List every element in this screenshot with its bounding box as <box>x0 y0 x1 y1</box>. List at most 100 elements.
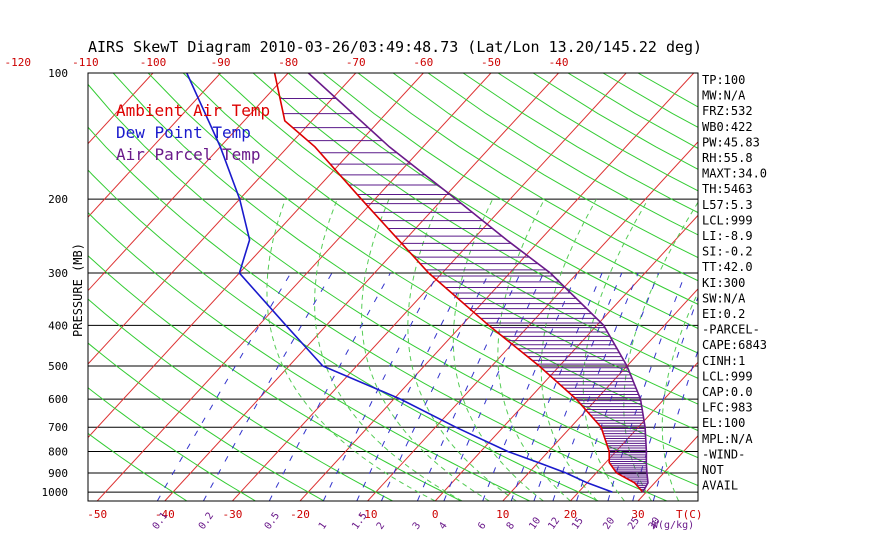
mixing-ratio-line <box>533 272 623 501</box>
series-line-3 <box>307 73 649 493</box>
index-text: LCL:999 <box>702 213 753 227</box>
index-text: TP:100 <box>702 73 745 87</box>
isotherm-line <box>164 73 559 501</box>
pressure-tick-label: 100 <box>48 67 68 80</box>
index-text: LI:-8.9 <box>702 229 753 243</box>
index-text: PW:45.83 <box>702 135 760 149</box>
top-temp-tick-label: -90 <box>211 56 231 69</box>
mixing-ratio-tick-label: 8 <box>505 520 517 531</box>
isotherm-line <box>773 73 870 501</box>
series-group <box>186 73 649 493</box>
mixing-ratio-tick-label: 3 <box>411 520 423 531</box>
mixing-ratio-line <box>380 272 490 501</box>
bottom-temp-tick-label: -30 <box>222 508 242 521</box>
index-text: -PARCEL- <box>702 323 760 337</box>
bottom-temp-tick-label: 20 <box>564 508 577 521</box>
index-text: CINH:1 <box>702 354 745 368</box>
dry-adiabat-line <box>322 73 698 305</box>
chart-title: AIRS SkewT Diagram 2010-03-26/03:49:48.7… <box>88 38 702 56</box>
isotherm-line <box>299 73 695 501</box>
index-text: MAXT:34.0 <box>702 167 767 181</box>
dry-adiabat-line <box>88 342 325 501</box>
mixing-unit-label: W(g/kg) <box>652 520 694 531</box>
legend-entry: Ambient Air Temp <box>116 101 270 120</box>
dry-adiabat-line <box>88 211 530 501</box>
pressure-tick-label: 800 <box>48 446 68 459</box>
bottom-temp-tick-label: -40 <box>155 508 175 521</box>
mixing-ratio-tick-label: 1 <box>317 520 329 531</box>
mixing-ratio-tick-label: 0.2 <box>197 511 216 532</box>
moist-adiabat-line <box>313 199 463 501</box>
dry-adiabat-line <box>252 73 698 354</box>
mixing-ratio-tick-label: 4 <box>437 520 449 531</box>
pressure-tick-label: 500 <box>48 360 68 373</box>
pressure-tick-label: 600 <box>48 393 68 406</box>
series-line-2 <box>186 73 613 493</box>
mixing-ratio-tick-label: 20 <box>601 516 617 532</box>
dry-adiabat-line <box>88 387 256 501</box>
mixing-ratio-tick-label: 6 <box>476 520 488 531</box>
mixing-ratio-tick-label: 2 <box>375 520 387 531</box>
temp-unit-label: T(C) <box>676 508 703 521</box>
plot-border <box>87 72 699 502</box>
pressure-tick-label: 1000 <box>42 486 69 499</box>
moist-adiabat-line <box>452 198 544 501</box>
legend: Ambient Air Temp Dew Point Temp Air Parcel… <box>116 101 270 164</box>
isotherm-line <box>96 73 492 501</box>
bottom-temp-tick-label: -10 <box>358 508 378 521</box>
index-text: L57:5.3 <box>702 198 753 212</box>
top-temp-tick-label: -40 <box>549 56 569 69</box>
top-temp-tick-label: -80 <box>278 56 298 69</box>
index-text: RH:55.8 <box>702 151 753 165</box>
pressure-tick-label: 300 <box>48 267 68 280</box>
isotherm-line <box>88 73 221 218</box>
moist-adiabat-line <box>582 198 649 501</box>
index-text: SI:-0.2 <box>702 245 753 259</box>
index-text: EI:0.2 <box>702 307 745 321</box>
dry-adiabat-line <box>147 73 698 432</box>
index-text: -WIND- <box>702 447 745 461</box>
index-text: KI:300 <box>702 276 745 290</box>
dry-adiabat-line <box>88 432 188 501</box>
index-text: LCL:999 <box>702 369 753 383</box>
moist-adiabat-line <box>266 199 436 501</box>
dry-adiabat-line <box>357 73 698 282</box>
index-text: AVAIL <box>702 479 738 493</box>
grid-lines <box>88 73 870 501</box>
isotherm-line <box>88 73 357 365</box>
bottom-temp-tick-label: 0 <box>432 508 439 521</box>
pressure-tick-label: 700 <box>48 421 68 434</box>
dry-adiabat-line <box>392 73 698 259</box>
index-text: MW:N/A <box>702 89 746 103</box>
dry-adiabat-line <box>182 73 698 405</box>
moist-adiabat-line <box>497 198 571 501</box>
isotherm-line <box>570 361 698 501</box>
dry-adiabat-line <box>88 83 698 487</box>
y-axis-label: PRESSURE (MB) <box>71 243 85 337</box>
series-line-1 <box>273 73 644 493</box>
dry-adiabat-line <box>497 73 698 192</box>
legend-entry: Air Parcel Temp <box>116 145 261 164</box>
isotherm-line <box>232 73 627 501</box>
top-temp-tick-label: -120 <box>5 56 32 69</box>
index-text: LFC:983 <box>702 401 753 415</box>
bottom-temp-tick-label: 30 <box>631 508 644 521</box>
bottom-temp-tick-label: -20 <box>290 508 310 521</box>
index-text: FRZ:532 <box>702 104 753 118</box>
mixing-ratio-tick-label: 12 <box>546 516 562 532</box>
bottom-temp-tick-label: 10 <box>496 508 509 521</box>
index-text: MPL:N/A <box>702 432 753 446</box>
dry-adiabat-line <box>88 126 667 501</box>
bottom-temp-tick-label: -50 <box>87 508 107 521</box>
moist-adiabat-line <box>360 199 490 501</box>
dry-adiabat-line <box>112 73 698 459</box>
dry-adiabat-line <box>88 255 462 501</box>
isotherm-line <box>88 73 424 439</box>
index-text: TT:42.0 <box>702 260 753 274</box>
mixing-ratio-line <box>552 272 639 501</box>
isotherm-line <box>88 73 289 292</box>
dry-adiabat-line <box>217 73 698 379</box>
mixing-ratio-line <box>416 272 521 501</box>
